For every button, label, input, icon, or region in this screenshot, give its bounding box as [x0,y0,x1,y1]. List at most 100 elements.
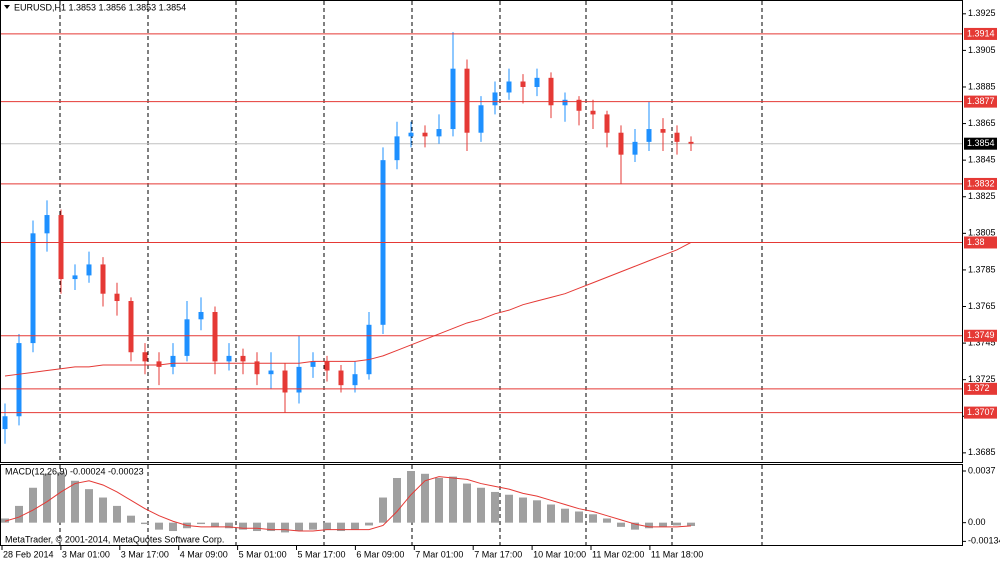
x-tick-label: 28 Feb 2014 [3,549,54,559]
macd-bar [337,522,345,532]
candle-body [142,352,148,362]
level-label-box [964,382,997,395]
level-label-box [964,236,997,249]
macd-bar [687,522,695,527]
macd-bar [113,505,121,523]
macd-bar [491,491,499,523]
macd-bar [477,487,485,523]
candle-body [478,105,484,133]
candle-body [44,215,50,234]
macd-bar [589,514,597,523]
price-panel-frame [0,0,963,463]
level-label: 1.3707 [967,407,995,417]
macd-bar [435,477,443,523]
candle-body [156,361,162,367]
macd-bar [281,522,289,533]
macd-bar [575,511,583,523]
x-tick-label: 10 Mar 10:00 [533,549,586,559]
macd-bar [15,505,23,523]
candle-body [16,343,22,417]
candle-body [576,99,582,111]
candle-body [226,355,232,362]
x-tick-label: 4 Mar 09:00 [180,549,228,559]
macd-bar [323,522,331,530]
candle-body [100,264,106,294]
candle-body [324,361,330,371]
candle-body [198,311,204,320]
level-label: 1.3749 [967,330,995,340]
level-label: 1.3877 [967,96,995,106]
candle-body [660,129,666,133]
macd-title: MACD(12,26,9) -0.00024 -0.00023 [5,466,144,476]
chart-title: EURUSD,H1 1.3853 1.3856 1.3853 1.3854 [14,2,186,12]
y-tick-label: 0.00 [968,517,986,527]
macd-bar [1,518,9,523]
candle-body [72,275,78,280]
candle-body [436,129,442,137]
macd-bar [393,477,401,523]
level-label: 1.3914 [967,28,995,38]
macd-bar [169,522,177,532]
macd-bar [71,480,79,523]
y-tick-label: 1.3885 [968,81,996,91]
macd-bar [295,522,303,532]
macd-bar [309,522,317,530]
macd-bar [617,522,625,527]
moving-average-line [4,242,692,377]
signal-line [4,476,692,532]
level-label-box [964,95,997,108]
macd-bar [99,497,107,523]
macd-bar [127,515,135,523]
x-tick-label: 11 Mar 18:00 [651,549,703,559]
y-tick-label: 0.0037 [968,465,996,475]
candle-body [366,324,372,375]
candle-body [632,141,638,155]
menu-arrow[interactable] [4,5,10,9]
y-tick-label: 1.3785 [968,264,996,274]
x-tick-label: 6 Mar 09:00 [356,549,404,559]
macd-bar [463,483,471,523]
y-tick-label: 1.3805 [968,228,996,238]
x-tick-label: 3 Mar 01:00 [62,549,110,559]
y-tick-label: 1.3725 [968,374,996,384]
candle-body [86,264,92,276]
candle-body [240,355,246,362]
candle-body [184,319,190,356]
macd-bar [239,522,247,530]
candle-body [604,114,610,133]
candle-body [394,136,400,161]
macd-bar [211,522,219,527]
macd-bar [631,522,639,530]
level-label: 1.372 [967,383,990,393]
macd-bar [519,497,527,523]
x-tick-label: 5 Mar 01:00 [239,549,287,559]
candle-body [296,366,302,393]
candle-body [128,301,134,353]
candle-body [212,311,218,362]
candle-body [2,416,8,430]
y-tick-label: 1.3905 [968,45,996,55]
macd-bar [505,494,513,523]
macd-bar [141,522,149,525]
candle-body [58,215,64,280]
candle-body [170,355,176,367]
macd-bar [645,522,653,529]
candle-body [114,293,120,302]
y-tick-label: -0.00134 [968,536,1000,546]
candle-body [688,141,694,144]
macd-bar [85,489,93,523]
candle-body [520,81,526,87]
candle-body [30,233,36,344]
y-tick-label: 1.3765 [968,301,996,311]
x-tick-label: 11 Mar 02:00 [592,549,644,559]
x-tick-label: 7 Mar 17:00 [474,549,522,559]
candle-body [492,92,498,106]
x-tick-label: 7 Mar 01:00 [415,549,463,559]
macd-panel-frame [0,464,963,546]
candle-body [506,81,512,93]
candle-body [674,132,680,142]
candle-body [590,110,596,115]
y-tick-label: 1.3865 [968,118,996,128]
macd-bar [29,487,37,523]
